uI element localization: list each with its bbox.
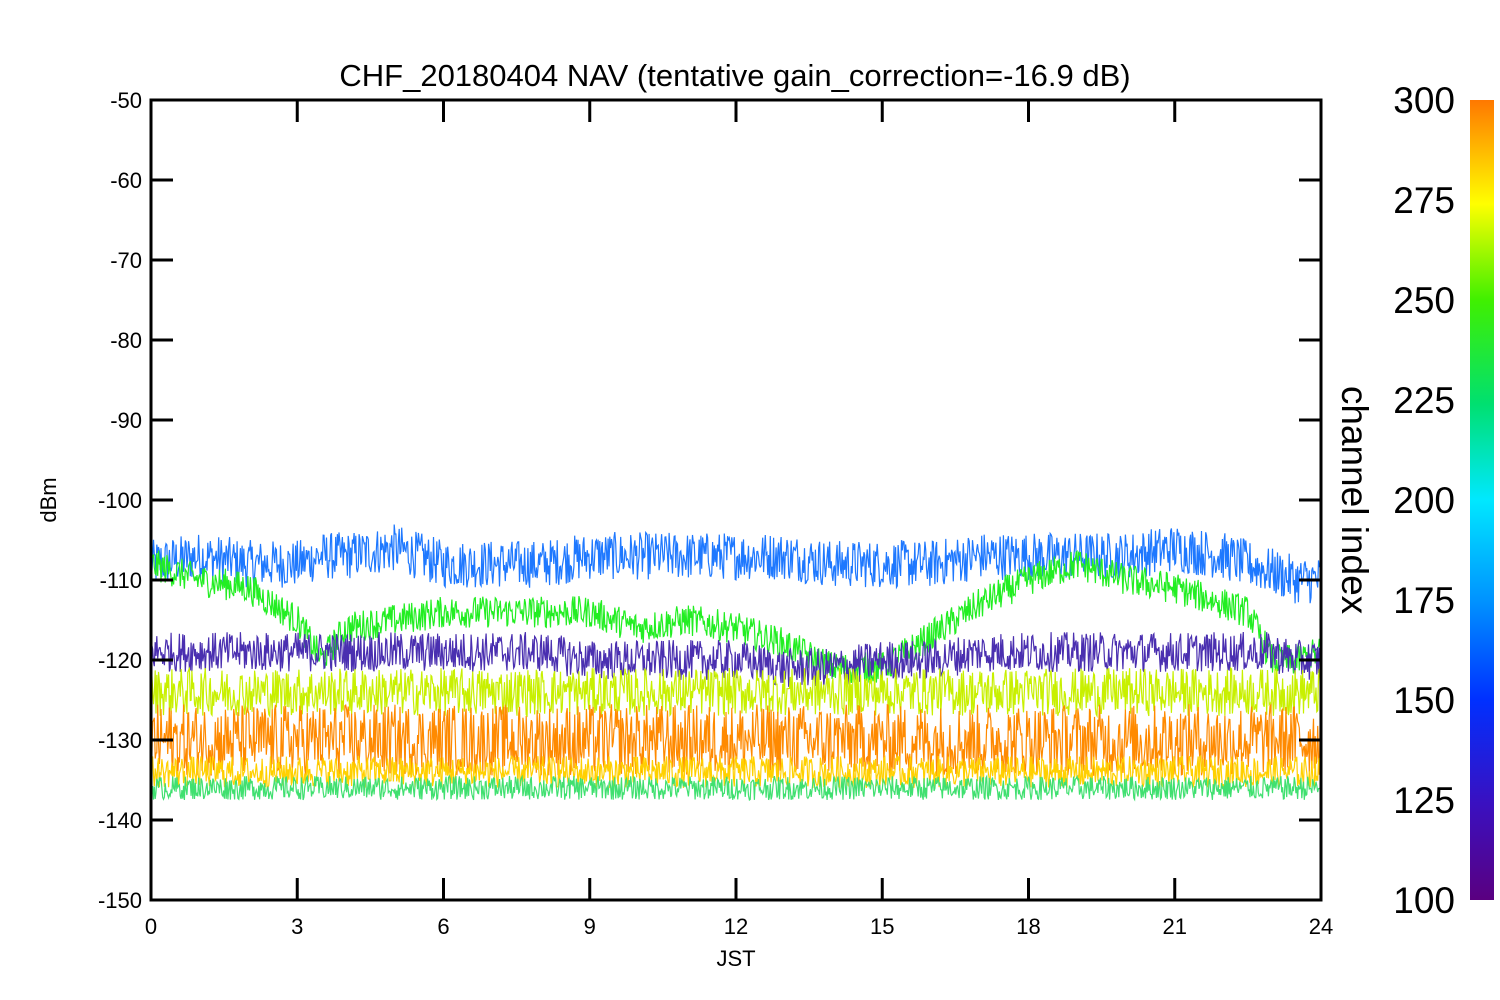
y-tick-label: -140 [98, 808, 142, 833]
x-tick-label: 6 [437, 914, 449, 939]
y-tick-label: -70 [110, 248, 142, 273]
x-tick-label: 24 [1309, 914, 1333, 939]
series-line-1 [150, 549, 1322, 684]
y-ticks: -50 -60 -70 -80 -90 -100 -110 -120 -130 -140 -150 [98, 88, 1321, 913]
y-tick-label: -150 [98, 888, 142, 913]
series-line-0 [150, 524, 1322, 604]
colorbar-gradient [1470, 100, 1494, 900]
series-line-6 [150, 774, 1322, 802]
colorbar-tick-label: 250 [1393, 280, 1455, 321]
x-tick-label: 18 [1016, 914, 1040, 939]
y-tick-label: -50 [110, 88, 142, 113]
colorbar-ticks: 300 275 250 225 200 175 150 125 100 [1393, 80, 1455, 921]
colorbar-tick-label: 200 [1393, 480, 1455, 521]
y-tick-label: -100 [98, 488, 142, 513]
y-axis-label: dBm [36, 477, 61, 522]
x-tick-label: 9 [584, 914, 596, 939]
x-tick-label: 21 [1163, 914, 1187, 939]
colorbar-tick-label: 175 [1393, 580, 1455, 621]
colorbar-tick-label: 300 [1393, 80, 1455, 121]
colorbar-label: channel index [1334, 386, 1375, 615]
colorbar-tick-label: 150 [1393, 680, 1455, 721]
series-layer [150, 524, 1322, 802]
series-line-3 [150, 666, 1322, 719]
y-tick-label: -80 [110, 328, 142, 353]
y-tick-label: -130 [98, 728, 142, 753]
plot-area: 0 3 6 9 12 15 18 21 24 -50 -60 -70 -80 -90 -100 -110 -1… [98, 88, 1333, 939]
y-tick-label: -60 [110, 168, 142, 193]
x-ticks: 0 3 6 9 12 15 18 21 24 [145, 100, 1333, 939]
colorbar-tick-label: 275 [1393, 180, 1455, 221]
y-tick-label: -120 [98, 648, 142, 673]
x-axis-label: JST [716, 946, 755, 971]
colorbar: 300 275 250 225 200 175 150 125 100 channel inde… [1334, 80, 1494, 921]
colorbar-tick-label: 125 [1393, 780, 1455, 821]
colorbar-tick-label: 225 [1393, 380, 1455, 421]
y-tick-label: -90 [110, 408, 142, 433]
y-tick-label: -110 [100, 568, 142, 593]
x-tick-label: 15 [870, 914, 894, 939]
colorbar-tick-label: 100 [1393, 880, 1455, 921]
x-tick-label: 3 [291, 914, 303, 939]
x-tick-label: 12 [724, 914, 748, 939]
chart-title: CHF_20180404 NAV (tentative gain_correct… [339, 58, 1130, 93]
x-tick-label: 0 [145, 914, 157, 939]
